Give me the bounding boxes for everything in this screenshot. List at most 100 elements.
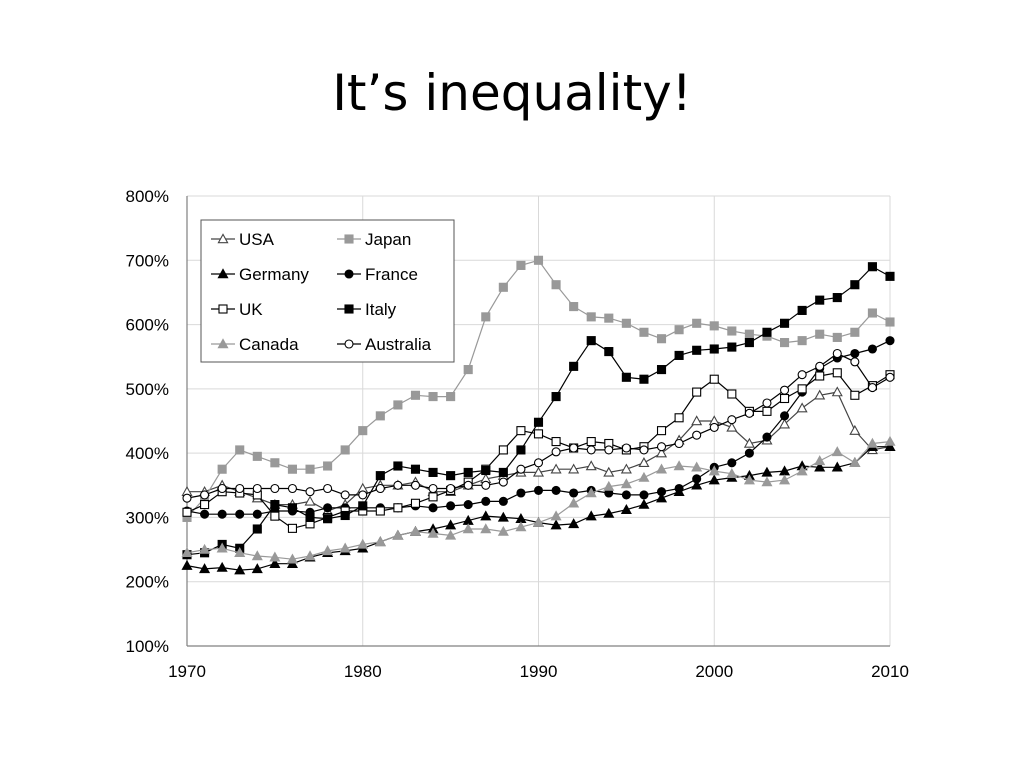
series-layer	[181, 255, 896, 575]
data-point-france	[551, 485, 561, 495]
data-point-italy	[287, 503, 298, 513]
data-point-uk	[656, 426, 667, 436]
data-point-france	[323, 503, 333, 513]
data-point-australia	[621, 443, 631, 453]
data-point-usa	[849, 424, 861, 435]
data-point-italy	[762, 327, 772, 337]
data-point-germany	[199, 563, 211, 574]
data-point-japan	[674, 325, 684, 335]
data-point-australia	[516, 464, 526, 474]
data-point-canada	[251, 550, 263, 561]
data-point-japan	[656, 334, 667, 344]
data-point-germany	[181, 559, 193, 570]
legend: USA Japan Germany France UK Italy Canada Austra…	[200, 219, 455, 363]
data-point-france	[498, 496, 508, 506]
data-point-australia	[727, 415, 737, 425]
data-point-usa	[532, 466, 545, 477]
data-point-australia	[639, 445, 649, 455]
data-point-japan	[867, 308, 877, 318]
data-point-uk	[498, 445, 508, 455]
data-point-australia	[797, 370, 807, 380]
data-point-france	[727, 458, 737, 468]
y-tick-label: 600%	[126, 316, 169, 335]
data-point-france	[621, 490, 631, 500]
data-point-germany	[831, 461, 843, 472]
legend-label-australia: Australia	[365, 335, 432, 354]
data-point-usa	[743, 437, 755, 448]
data-point-italy	[270, 500, 280, 510]
data-point-france	[200, 509, 210, 519]
data-point-france	[481, 496, 491, 506]
data-point-germany	[814, 461, 826, 472]
data-point-japan	[885, 317, 895, 327]
data-point-france	[674, 483, 684, 494]
data-point-usa	[831, 386, 843, 397]
data-point-australia	[287, 483, 298, 494]
data-point-australia	[885, 372, 895, 382]
data-point-japan	[498, 282, 508, 292]
data-point-france	[850, 348, 860, 359]
data-point-canada	[620, 478, 632, 489]
data-point-japan	[270, 458, 280, 468]
data-point-germany	[216, 561, 228, 572]
data-point-australia	[375, 483, 385, 494]
data-point-australia	[656, 442, 667, 452]
data-point-germany	[568, 518, 580, 529]
data-point-japan	[744, 329, 754, 339]
data-point-italy	[709, 344, 719, 354]
data-point-uk	[815, 371, 825, 381]
series-japan	[182, 255, 895, 522]
data-point-japan	[323, 461, 333, 471]
data-point-australia	[569, 443, 579, 453]
data-point-australia	[604, 445, 614, 455]
data-point-australia	[850, 357, 860, 367]
data-point-uk	[551, 437, 561, 447]
data-point-italy	[393, 461, 403, 471]
data-point-usa	[304, 495, 316, 506]
data-point-canada	[884, 435, 896, 446]
data-point-uk	[533, 429, 544, 439]
data-point-canada	[445, 529, 457, 540]
legend-marker-uk	[218, 304, 228, 314]
data-point-italy	[815, 295, 825, 305]
data-point-italy	[516, 445, 526, 455]
data-point-germany	[620, 503, 632, 514]
data-point-canada	[691, 461, 703, 472]
data-point-canada	[497, 525, 509, 536]
data-point-canada	[357, 538, 369, 549]
legend-entry-italy: Italy	[337, 300, 397, 319]
legend-marker-france	[344, 269, 354, 279]
data-point-japan	[463, 365, 473, 375]
data-point-australia	[762, 398, 772, 408]
data-point-japan	[692, 318, 702, 328]
legend-entry-uk: UK	[211, 300, 263, 319]
data-point-japan	[709, 321, 719, 331]
data-point-japan	[569, 302, 579, 312]
data-point-germany	[655, 492, 668, 503]
data-point-italy	[446, 471, 456, 481]
data-point-australia	[270, 483, 280, 494]
data-point-japan	[305, 464, 315, 474]
data-point-germany	[691, 479, 703, 490]
data-point-italy	[674, 350, 684, 360]
y-tick-label: 800%	[126, 187, 169, 206]
data-point-germany	[638, 498, 650, 509]
legend-entry-canada: Canada	[211, 335, 299, 354]
data-point-canada	[269, 551, 281, 562]
data-point-australia	[305, 487, 315, 497]
y-tick-label: 400%	[126, 444, 169, 463]
data-point-france	[569, 488, 579, 498]
data-point-canada	[743, 474, 755, 485]
data-point-australia	[235, 483, 245, 494]
data-point-italy	[639, 374, 649, 384]
data-point-canada	[374, 536, 386, 547]
data-point-canada	[814, 455, 826, 466]
series-canada	[181, 435, 896, 564]
data-point-uk	[850, 390, 860, 400]
data-point-italy	[569, 361, 579, 371]
data-point-france	[885, 336, 895, 346]
data-point-uk	[709, 374, 719, 384]
data-point-australia	[551, 447, 561, 457]
data-point-italy	[885, 271, 895, 281]
data-point-italy	[481, 465, 491, 476]
